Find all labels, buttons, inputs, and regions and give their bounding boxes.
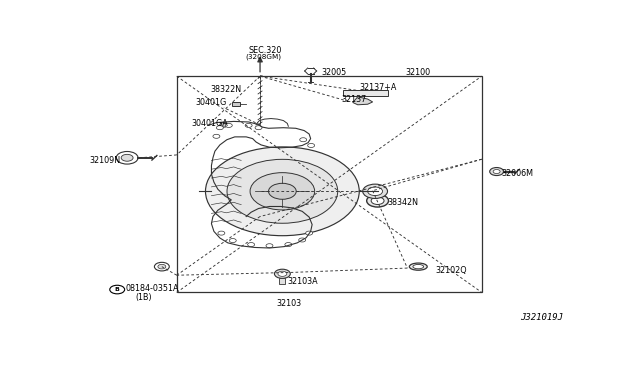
Circle shape (205, 147, 359, 236)
Circle shape (218, 231, 225, 235)
Bar (177, 76, 482, 292)
Text: 32005: 32005 (321, 68, 346, 77)
Ellipse shape (410, 263, 428, 270)
Circle shape (493, 170, 500, 173)
Text: 32103A: 32103A (287, 277, 318, 286)
Circle shape (213, 134, 220, 138)
Circle shape (225, 124, 232, 128)
Text: 32137: 32137 (341, 96, 367, 105)
Text: SEC.320: SEC.320 (248, 46, 282, 55)
Circle shape (229, 238, 236, 243)
Text: 32006M: 32006M (502, 169, 534, 178)
Circle shape (275, 269, 291, 278)
Circle shape (266, 244, 273, 248)
Circle shape (255, 126, 262, 130)
Circle shape (248, 243, 255, 247)
Circle shape (285, 243, 292, 247)
Circle shape (299, 238, 306, 242)
Text: J321019J: J321019J (520, 314, 564, 323)
Text: (3208GM): (3208GM) (245, 54, 281, 60)
Circle shape (110, 285, 125, 294)
Circle shape (367, 195, 388, 207)
Text: 38322N: 38322N (210, 85, 241, 94)
Text: 32103: 32103 (276, 299, 301, 308)
Circle shape (308, 144, 315, 147)
Circle shape (116, 151, 138, 164)
Circle shape (300, 138, 307, 142)
Text: 32137+A: 32137+A (360, 83, 397, 92)
Circle shape (121, 154, 133, 161)
Bar (280, 278, 285, 283)
Text: 30401GA: 30401GA (191, 119, 228, 128)
Text: 38342N: 38342N (387, 198, 418, 207)
Circle shape (269, 183, 296, 199)
Text: B: B (115, 287, 120, 292)
Circle shape (367, 187, 383, 196)
Text: 32100: 32100 (405, 68, 431, 77)
Text: 32109N: 32109N (90, 155, 120, 164)
Ellipse shape (413, 264, 424, 269)
Polygon shape (353, 97, 372, 105)
Circle shape (158, 264, 166, 269)
Circle shape (490, 167, 504, 176)
Bar (343, 90, 388, 96)
Circle shape (371, 197, 384, 205)
Text: (1B): (1B) (136, 294, 152, 302)
Circle shape (154, 262, 169, 271)
Circle shape (278, 271, 287, 276)
Circle shape (306, 231, 312, 235)
Text: 32102Q: 32102Q (435, 266, 467, 275)
Text: 08184-0351A: 08184-0351A (125, 285, 179, 294)
Circle shape (216, 126, 223, 130)
Text: 30401G: 30401G (196, 98, 227, 107)
Circle shape (245, 124, 252, 128)
Circle shape (220, 122, 228, 127)
Circle shape (250, 173, 315, 210)
Circle shape (227, 159, 338, 223)
Bar (232, 102, 240, 106)
Circle shape (363, 184, 388, 198)
